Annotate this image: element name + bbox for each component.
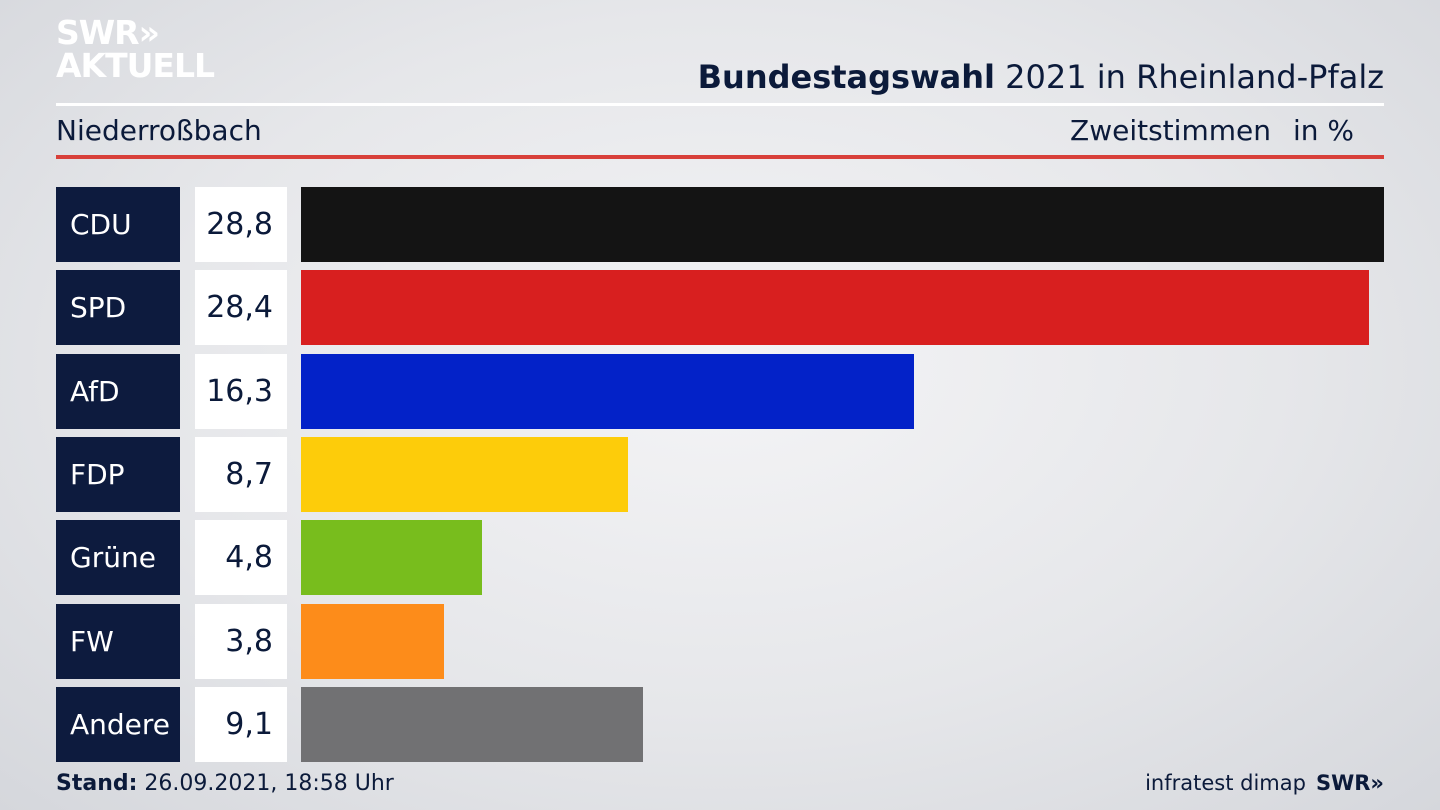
value-label: 28,4 bbox=[195, 270, 287, 346]
value-label: 16,3 bbox=[195, 353, 287, 429]
title-divider bbox=[56, 103, 1384, 106]
bar-row: Grüne 4,8 bbox=[56, 520, 1384, 596]
measure-text: Zweitstimmen bbox=[1070, 114, 1271, 147]
bar bbox=[301, 353, 914, 429]
value-label: 4,8 bbox=[195, 520, 287, 596]
unit-text: in % bbox=[1292, 114, 1354, 147]
source-text: infratest dimap bbox=[1145, 771, 1306, 795]
value-label: 9,1 bbox=[195, 686, 287, 762]
source-credit: infratest dimap SWR» bbox=[1145, 771, 1384, 795]
logo-line-1: SWR» bbox=[56, 13, 160, 52]
place-name: Niederroßbach bbox=[56, 114, 262, 147]
chart-title: Bundestagswahl 2021 in Rheinland-Pfalz bbox=[698, 58, 1384, 96]
party-label: FW bbox=[56, 603, 180, 679]
subtitle-divider bbox=[56, 155, 1384, 159]
party-label: CDU bbox=[56, 187, 180, 262]
party-label: SPD bbox=[56, 270, 180, 346]
swr-brand-logo: SWR» bbox=[1315, 771, 1384, 795]
logo-line-2: AKTUELL bbox=[56, 46, 215, 85]
bar-row: CDU 28,8 bbox=[56, 187, 1384, 262]
stand-value: 26.09.2021, 18:58 Uhr bbox=[137, 771, 394, 796]
bar-row: FW 3,8 bbox=[56, 603, 1384, 679]
party-label: AfD bbox=[56, 353, 180, 429]
bar-row: SPD 28,4 bbox=[56, 270, 1384, 346]
bar bbox=[301, 603, 444, 679]
value-label: 28,8 bbox=[195, 187, 287, 262]
timestamp: Stand: 26.09.2021, 18:58 Uhr bbox=[56, 771, 394, 796]
party-label: FDP bbox=[56, 436, 180, 512]
measure-label: Zweitstimmen in % bbox=[1070, 114, 1354, 147]
bar bbox=[301, 686, 644, 762]
bar bbox=[301, 520, 482, 596]
party-label: Grüne bbox=[56, 520, 180, 596]
chart-title-rest: 2021 in Rheinland-Pfalz bbox=[995, 58, 1384, 96]
bar-row: FDP 8,7 bbox=[56, 436, 1384, 512]
value-label: 8,7 bbox=[195, 436, 287, 512]
bar bbox=[301, 187, 1384, 262]
bar-row: Andere 9,1 bbox=[56, 686, 1384, 762]
stand-label: Stand: bbox=[56, 771, 138, 796]
chart-title-bold: Bundestagswahl bbox=[697, 58, 995, 96]
swr-aktuell-logo: SWR» AKTUELL bbox=[56, 13, 215, 85]
bar bbox=[301, 436, 629, 512]
value-label: 3,8 bbox=[195, 603, 287, 679]
bar-row: AfD 16,3 bbox=[56, 353, 1384, 429]
party-label: Andere bbox=[56, 686, 180, 762]
bar bbox=[301, 270, 1369, 346]
